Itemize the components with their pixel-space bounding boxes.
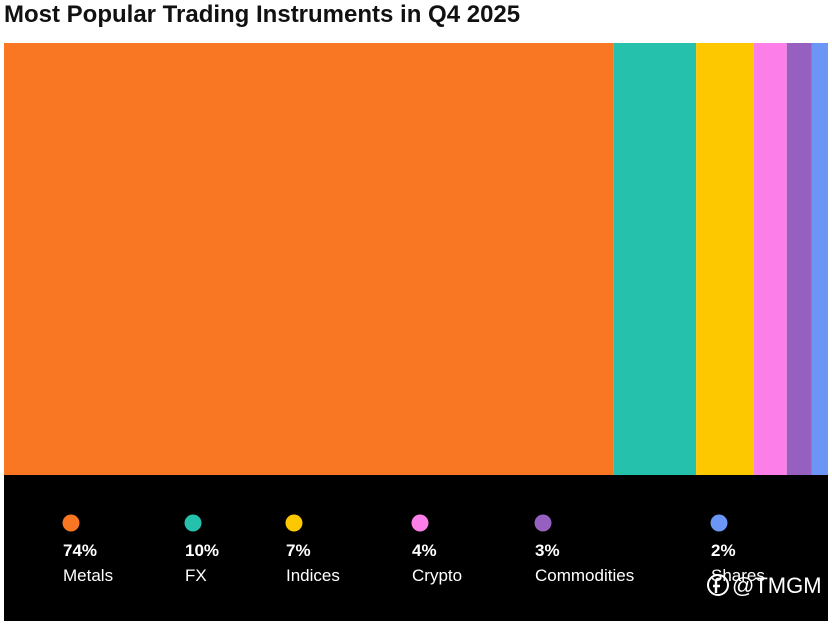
bar-segment: [786, 43, 812, 475]
legend-label: Shares: [711, 566, 765, 585]
legend-label: Metals: [63, 566, 113, 585]
legend-swatch: [285, 514, 303, 532]
legend-value: 7%: [286, 541, 311, 560]
legend-label: Indices: [286, 566, 340, 585]
legend-value: 3%: [535, 541, 560, 560]
bar-segment: [753, 43, 787, 475]
legend-swatch: [534, 514, 552, 532]
legend-label: FX: [185, 566, 207, 585]
legend-label: Commodities: [535, 566, 634, 585]
legend-swatch: [411, 514, 429, 532]
legend-swatch: [184, 514, 202, 532]
bar-segment: [613, 43, 697, 475]
bar-segment: [696, 43, 754, 475]
legend-value: 4%: [412, 541, 437, 560]
bar-segment: [811, 43, 828, 475]
legend-value: 2%: [711, 541, 736, 560]
legend-panel: [4, 475, 828, 621]
legend-value: 10%: [185, 541, 219, 560]
legend-value: 74%: [63, 541, 97, 560]
legend-label: Crypto: [412, 566, 462, 585]
watermark-icon: [707, 574, 729, 596]
legend-swatch: [62, 514, 80, 532]
legend-swatch: [710, 514, 728, 532]
chart-title: Most Popular Trading Instruments in Q4 2…: [4, 1, 520, 28]
bar-segment: [4, 43, 614, 475]
watermark: @TMGM: [732, 573, 822, 598]
